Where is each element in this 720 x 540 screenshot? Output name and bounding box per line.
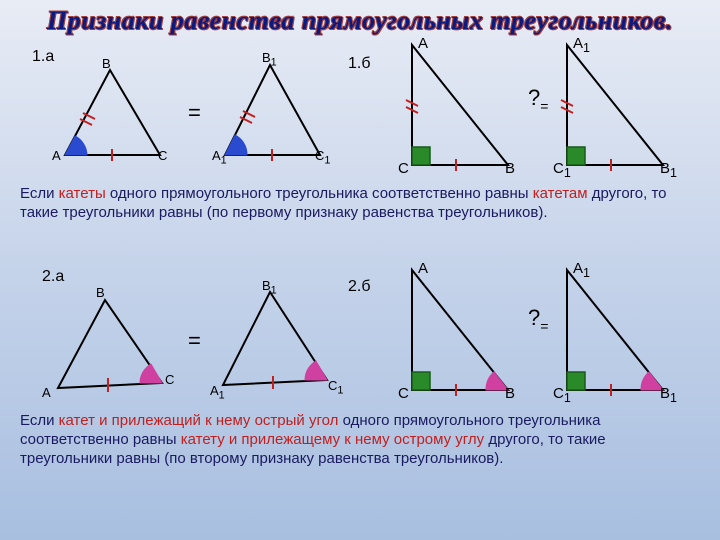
page-title: Признаки равенства прямоугольных треугол…: [0, 6, 720, 36]
label-2b: 2.б: [348, 278, 371, 296]
eq-2: =: [188, 328, 201, 354]
v-C-2aL: С: [165, 372, 174, 387]
q-2: ?=: [528, 305, 548, 331]
v-C1-2bR: С1: [553, 385, 571, 405]
v-B-1bL: В: [505, 160, 515, 177]
v-A1-1aR: А1: [212, 148, 227, 167]
v-C-2bL: С: [398, 385, 409, 402]
v-B-2aL: В: [96, 285, 105, 300]
tri-2a-left: [50, 290, 175, 395]
v-A1-2bR: А1: [573, 260, 590, 280]
v-C1-2aR: С1: [328, 378, 343, 397]
tri-1a-left: [55, 60, 175, 165]
v-C-1aL: С: [158, 148, 167, 163]
tri-2b-right: [555, 265, 675, 400]
label-1a: 1.а: [32, 48, 54, 66]
v-A-2aL: А: [42, 385, 51, 400]
v-B1-1bR: В1: [660, 160, 677, 180]
label-1b: 1.б: [348, 55, 371, 73]
tri-1b-right: [555, 40, 675, 175]
tri-2b-left: [400, 265, 520, 400]
label-2a: 2.а: [42, 268, 64, 286]
v-B1-1aR: В1: [262, 50, 277, 69]
v-A-2bL: А: [418, 260, 428, 277]
tri-2a-right: [215, 282, 340, 392]
q-1: ?=: [528, 85, 548, 111]
explain-2: Если катет и прилежащий к нему острый уг…: [20, 412, 700, 468]
v-C1-1bR: С1: [553, 160, 571, 180]
v-A-1bL: А: [418, 35, 428, 52]
v-C-1bL: С: [398, 160, 409, 177]
v-B-1aL: В: [102, 56, 111, 71]
eq-1: =: [188, 100, 201, 126]
v-B-2bL: В: [505, 385, 515, 402]
explain-1: Если катеты одного прямоугольного треуго…: [20, 185, 700, 223]
v-B1-2bR: В1: [660, 385, 677, 405]
v-C1-1aR: С1: [315, 148, 330, 167]
v-A-1aL: А: [52, 148, 61, 163]
v-A1-1bR: А1: [573, 35, 590, 55]
v-A1-2aR: А1: [210, 383, 225, 402]
tri-1b-left: [400, 40, 520, 175]
v-B1-2aR: В1: [262, 278, 277, 297]
